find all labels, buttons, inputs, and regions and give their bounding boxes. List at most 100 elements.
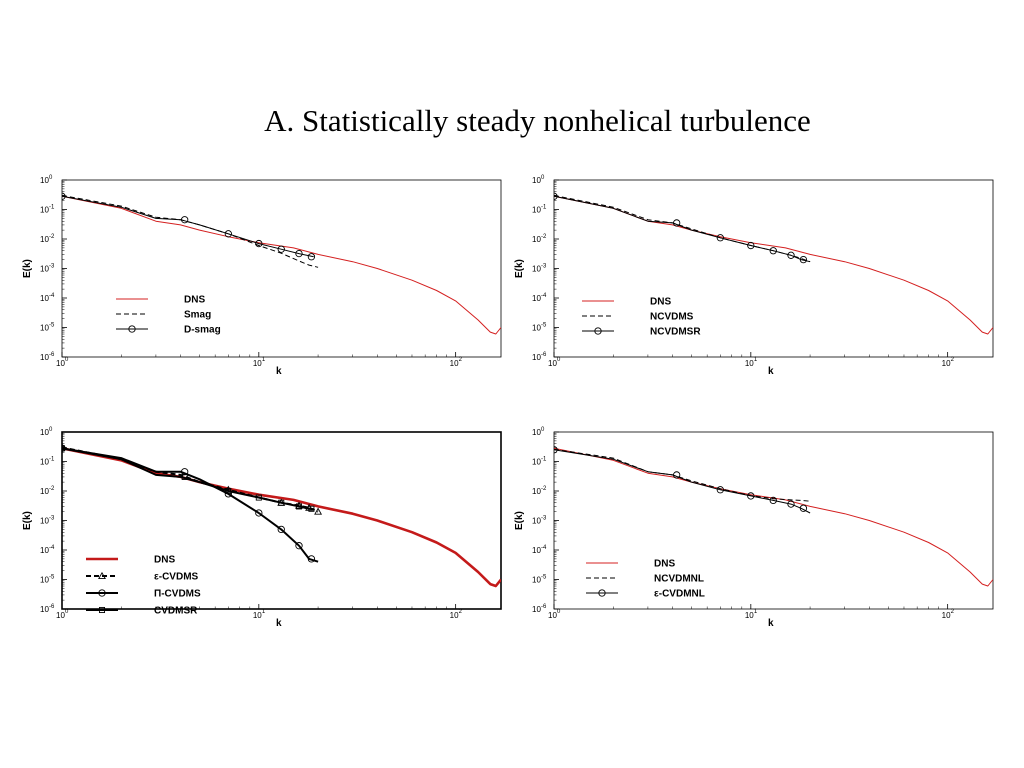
y-tick-label: 10 [40, 576, 49, 585]
series-marker-ncvdmsr [716, 234, 724, 242]
x-axis-title: k [768, 366, 774, 377]
y-tick-label: 10 [40, 458, 49, 467]
y-tick-exponent: 0 [49, 427, 53, 433]
series-dns [554, 195, 993, 335]
y-tick-exponent: -3 [49, 516, 55, 522]
legend-label-dns: DNS [650, 297, 671, 308]
series-marker-d-smag [224, 230, 232, 238]
y-tick-exponent: -6 [541, 604, 547, 610]
y-tick-label: 10 [532, 428, 541, 437]
x-tick-label: 10 [56, 611, 65, 620]
y-tick-label: 10 [40, 294, 49, 303]
series-epsilon-cvdmnl [554, 446, 811, 514]
y-tick-exponent: -5 [49, 575, 55, 581]
legend-label-d-smag: D-smag [184, 325, 221, 336]
series-cvdmsr [62, 445, 315, 512]
x-tick-label: 10 [745, 611, 754, 620]
series-marker-cvdmsr [295, 503, 303, 510]
y-tick-label: 10 [532, 487, 541, 496]
y-tick-label: 10 [532, 294, 541, 303]
series-marker-d-smag [255, 239, 263, 248]
spectrum-chart-ncvdmnl: 10 010 -110 -210 -310 -410 -510 -610 0 10 1 10 2kE(k… [514, 427, 994, 629]
y-tick-label: 10 [40, 487, 49, 496]
y-tick-label: 10 [40, 546, 49, 555]
y-tick-label: 10 [532, 265, 541, 274]
legend-marker-d-smag [128, 325, 136, 333]
plot-frame [61, 431, 502, 610]
y-tick-exponent: -5 [541, 323, 547, 329]
series-marker-cvdmsr [255, 494, 262, 501]
series-marker-ncvdmsr [799, 255, 808, 264]
legend-label-smag: Smag [184, 310, 211, 321]
y-axis-title: E(k) [514, 259, 525, 278]
series-marker-epsilon-cvdms [224, 485, 233, 493]
x-tick-label: 10 [253, 611, 262, 620]
x-tick-label: 10 [56, 359, 65, 368]
x-tick-label: 10 [450, 359, 459, 368]
y-tick-label: 10 [40, 517, 49, 526]
x-axis-title: k [276, 618, 282, 629]
series-ncvdmsr [554, 192, 811, 264]
series-marker-ncvdmsr [554, 192, 558, 200]
spectrum-chart-cvdms: 10 010 -110 -210 -310 -410 -510 -610 0 10 1 10 2kE(k… [22, 427, 502, 629]
series-ncvdmnl [554, 448, 811, 502]
y-tick-exponent: -2 [541, 234, 547, 240]
x-tick-exponent: 0 [65, 609, 69, 615]
x-tick-label: 10 [745, 359, 754, 368]
series-marker-d-smag [181, 216, 189, 224]
series-line-cvdmsr [62, 447, 314, 511]
y-tick-label: 10 [40, 324, 49, 333]
legend-label-dns: DNS [154, 555, 175, 566]
series-line-ncvdmsr [554, 195, 811, 263]
y-tick-label: 10 [532, 235, 541, 244]
series-d-smag [62, 192, 316, 261]
y-tick-label: 10 [40, 428, 49, 437]
series-ncvdms [554, 194, 811, 263]
legend-label-epsilon-cvdmnl: ε-CVDMNL [654, 589, 705, 600]
x-tick-label: 10 [253, 359, 262, 368]
x-tick-exponent: 0 [557, 357, 561, 363]
y-tick-label: 10 [532, 206, 541, 215]
y-tick-exponent: -1 [541, 457, 547, 463]
x-tick-exponent: 1 [754, 609, 758, 615]
x-tick-label: 10 [942, 611, 951, 620]
legend-label-dns: DNS [654, 559, 675, 570]
series-line-dns [62, 447, 501, 588]
y-tick-label: 10 [532, 605, 541, 614]
x-tick-exponent: 1 [262, 357, 266, 363]
x-axis-title: k [276, 366, 282, 377]
y-tick-exponent: -2 [49, 486, 55, 492]
series-dns [62, 195, 501, 335]
legend-label-pi-cvdms: Π-CVDMS [154, 589, 201, 600]
y-tick-exponent: -3 [49, 264, 55, 270]
series-marker-epsilon-cvdms [314, 507, 323, 515]
legend-marker-ncvdmsr [594, 327, 602, 335]
series-marker-epsilon-cvdmnl [673, 471, 681, 479]
series-marker-epsilon-cvdmnl [554, 446, 558, 454]
plot-frame [553, 431, 994, 610]
y-tick-label: 10 [40, 176, 49, 185]
series-dns [554, 447, 993, 587]
series-dns [62, 447, 501, 588]
y-axis-title: E(k) [22, 511, 33, 530]
y-tick-exponent: -4 [49, 293, 55, 299]
spectrum-chart-ncvdms: 10 010 -110 -210 -310 -410 -510 -610 0 10 1 10 2kE(k… [514, 175, 994, 377]
y-tick-exponent: -1 [49, 205, 55, 211]
x-tick-exponent: 2 [459, 357, 463, 363]
series-marker-epsilon-cvdms [62, 443, 66, 451]
y-tick-exponent: -6 [49, 352, 55, 358]
legend-marker-cvdmsr [98, 606, 106, 614]
series-marker-epsilon-cvdmnl [769, 496, 777, 505]
plot-frame [553, 179, 994, 358]
series-marker-cvdmsr [308, 505, 315, 512]
x-axis-title: k [768, 618, 774, 629]
legend-marker-epsilon-cvdms [98, 571, 106, 580]
series-marker-pi-cvdms [181, 468, 189, 476]
series-marker-d-smag [307, 253, 316, 261]
y-tick-exponent: -6 [49, 604, 55, 610]
y-tick-exponent: -5 [541, 575, 547, 581]
series-marker-epsilon-cvdmnl [747, 492, 755, 500]
series-marker-cvdmsr [278, 499, 285, 506]
y-tick-exponent: -6 [541, 352, 547, 358]
x-tick-exponent: 1 [754, 357, 758, 363]
